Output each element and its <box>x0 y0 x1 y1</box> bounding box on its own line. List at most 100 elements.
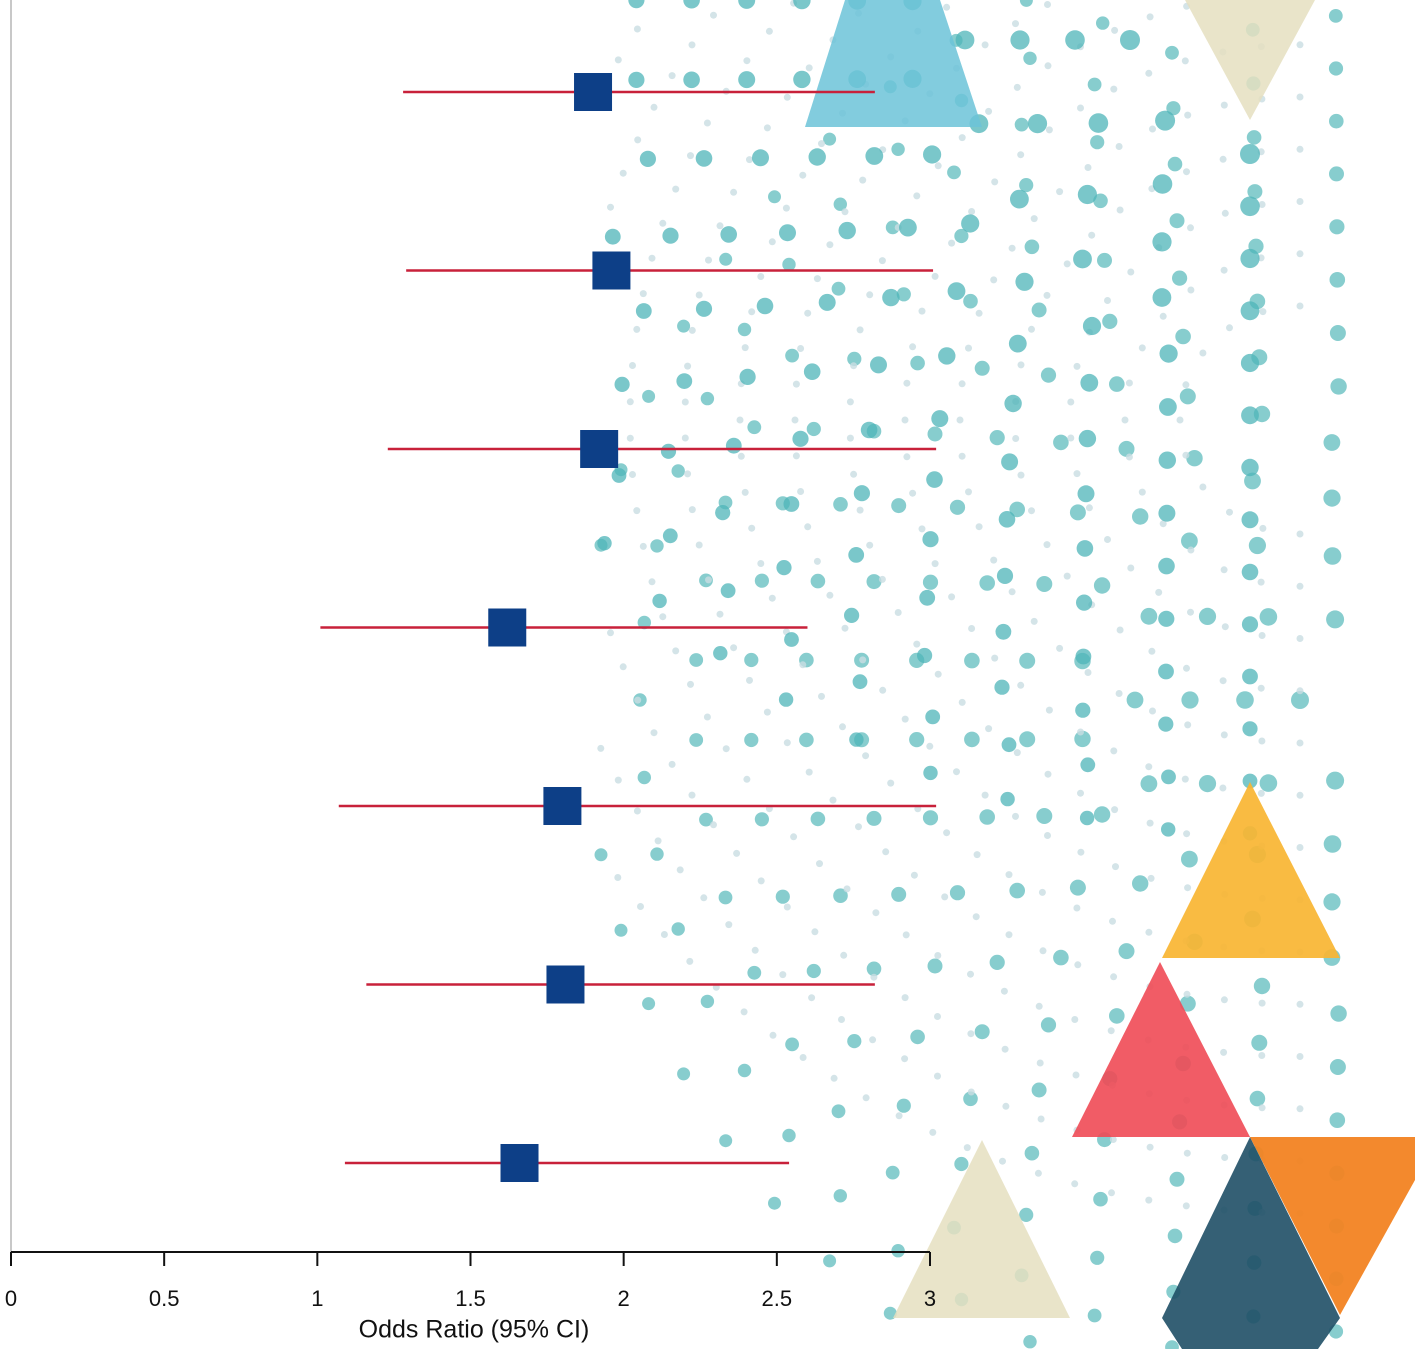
decor-dot <box>1145 763 1153 771</box>
decor-dot <box>1008 588 1016 596</box>
decor-dot <box>1071 1016 1079 1023</box>
decor-dot <box>1145 69 1153 77</box>
decor-dot <box>1236 691 1254 709</box>
decor-dot <box>948 593 956 601</box>
decor-dot <box>1176 416 1184 424</box>
decor-dot <box>633 25 641 33</box>
estimate-marker <box>488 608 527 647</box>
decor-dot <box>934 1013 941 1020</box>
decor-dot <box>757 877 765 885</box>
decor-dot <box>671 464 685 478</box>
decor-dot <box>1044 1 1051 8</box>
decor-dot <box>746 676 753 684</box>
decor-dot <box>895 1112 903 1120</box>
decor-dot <box>738 71 756 89</box>
x-tick-label: 3 <box>924 1286 936 1311</box>
decor-dot <box>741 344 749 352</box>
decor-dot <box>1258 737 1266 745</box>
decor-dot <box>1165 45 1179 60</box>
decor-dot <box>1145 928 1153 936</box>
decor-dot <box>1111 26 1119 34</box>
decor-dot <box>1019 178 1034 193</box>
decor-dot <box>901 715 909 723</box>
decor-dot <box>1296 530 1304 538</box>
decor-dot <box>614 56 622 64</box>
decor-dot <box>725 921 733 929</box>
decor-dot <box>1248 536 1266 555</box>
decor-dot <box>730 644 738 652</box>
decor-dot <box>1152 174 1173 194</box>
decor-dot <box>1076 594 1093 611</box>
decor-dot <box>947 282 966 300</box>
decor-dot <box>1005 931 1013 939</box>
decor-dot <box>719 1134 733 1148</box>
decor-dot <box>1109 1136 1117 1143</box>
decor-dot <box>902 931 910 939</box>
decor-dot <box>619 169 627 177</box>
decor-dot <box>1329 1112 1346 1128</box>
decor-dot <box>967 1030 975 1038</box>
decor-dot <box>1017 471 1025 479</box>
decor-dot <box>1009 882 1025 899</box>
x-tick-label: 0 <box>5 1286 17 1311</box>
decor-dot <box>891 1244 905 1258</box>
decor-dot <box>716 610 724 618</box>
decor-dot <box>1183 830 1191 838</box>
decor-dot <box>1118 943 1135 960</box>
decor-dot <box>1169 213 1185 229</box>
decor-dot <box>747 965 762 980</box>
decor-dot <box>1093 577 1111 594</box>
decor-dot <box>1053 434 1069 451</box>
decor-dot <box>1012 812 1019 820</box>
decor-dot <box>991 654 999 662</box>
decor-dot <box>1079 810 1095 826</box>
decor-dot <box>671 922 685 936</box>
decor-dot <box>713 646 728 661</box>
decor-dot <box>1147 874 1155 882</box>
decor-dot <box>614 874 622 881</box>
decor-dot <box>1013 749 1021 757</box>
x-tick-label: 0.5 <box>149 1286 180 1311</box>
decor-dot <box>922 574 939 590</box>
decor-dot <box>998 511 1016 528</box>
decor-dot <box>1120 30 1140 50</box>
decor-dot <box>1063 260 1071 268</box>
decor-dot <box>1259 524 1267 532</box>
decor-dot <box>1019 0 1033 7</box>
decor-dot <box>1158 451 1177 469</box>
decor-dot <box>810 573 826 589</box>
decor-dot <box>1158 716 1174 732</box>
decor-dot <box>1093 1191 1108 1207</box>
decor-dot <box>1000 987 1008 995</box>
decor-dot <box>831 1104 846 1119</box>
decor-dot <box>1152 232 1172 252</box>
decor-dot <box>1181 532 1198 550</box>
decor-dot <box>629 471 636 478</box>
decor-dot <box>1109 376 1125 392</box>
decor-dot <box>1004 394 1022 413</box>
decor-dot <box>1067 398 1075 406</box>
decor-dot <box>1040 1017 1057 1033</box>
decor-dot <box>1040 367 1057 383</box>
decor-dot <box>826 591 834 599</box>
decor-dot <box>994 679 1010 695</box>
decor-dot <box>901 416 909 424</box>
decor-dot <box>1296 844 1304 851</box>
decor-dot <box>1069 879 1086 896</box>
decor-dot <box>833 888 848 903</box>
decor-dot <box>1220 731 1228 739</box>
decor-dot <box>989 430 1005 446</box>
decor-dot <box>1121 416 1129 424</box>
decor-dot <box>689 733 704 747</box>
decor-dot <box>716 222 724 230</box>
decor-dot <box>833 1189 847 1203</box>
decor-dot <box>1220 996 1228 1004</box>
decor-dot <box>1167 156 1183 172</box>
decor-dot <box>1077 184 1097 205</box>
decor-dot <box>751 946 759 954</box>
decor-dot <box>648 578 656 586</box>
decor-dot <box>639 150 657 167</box>
decor-dot <box>885 1165 900 1180</box>
decor-dot <box>1258 201 1266 208</box>
